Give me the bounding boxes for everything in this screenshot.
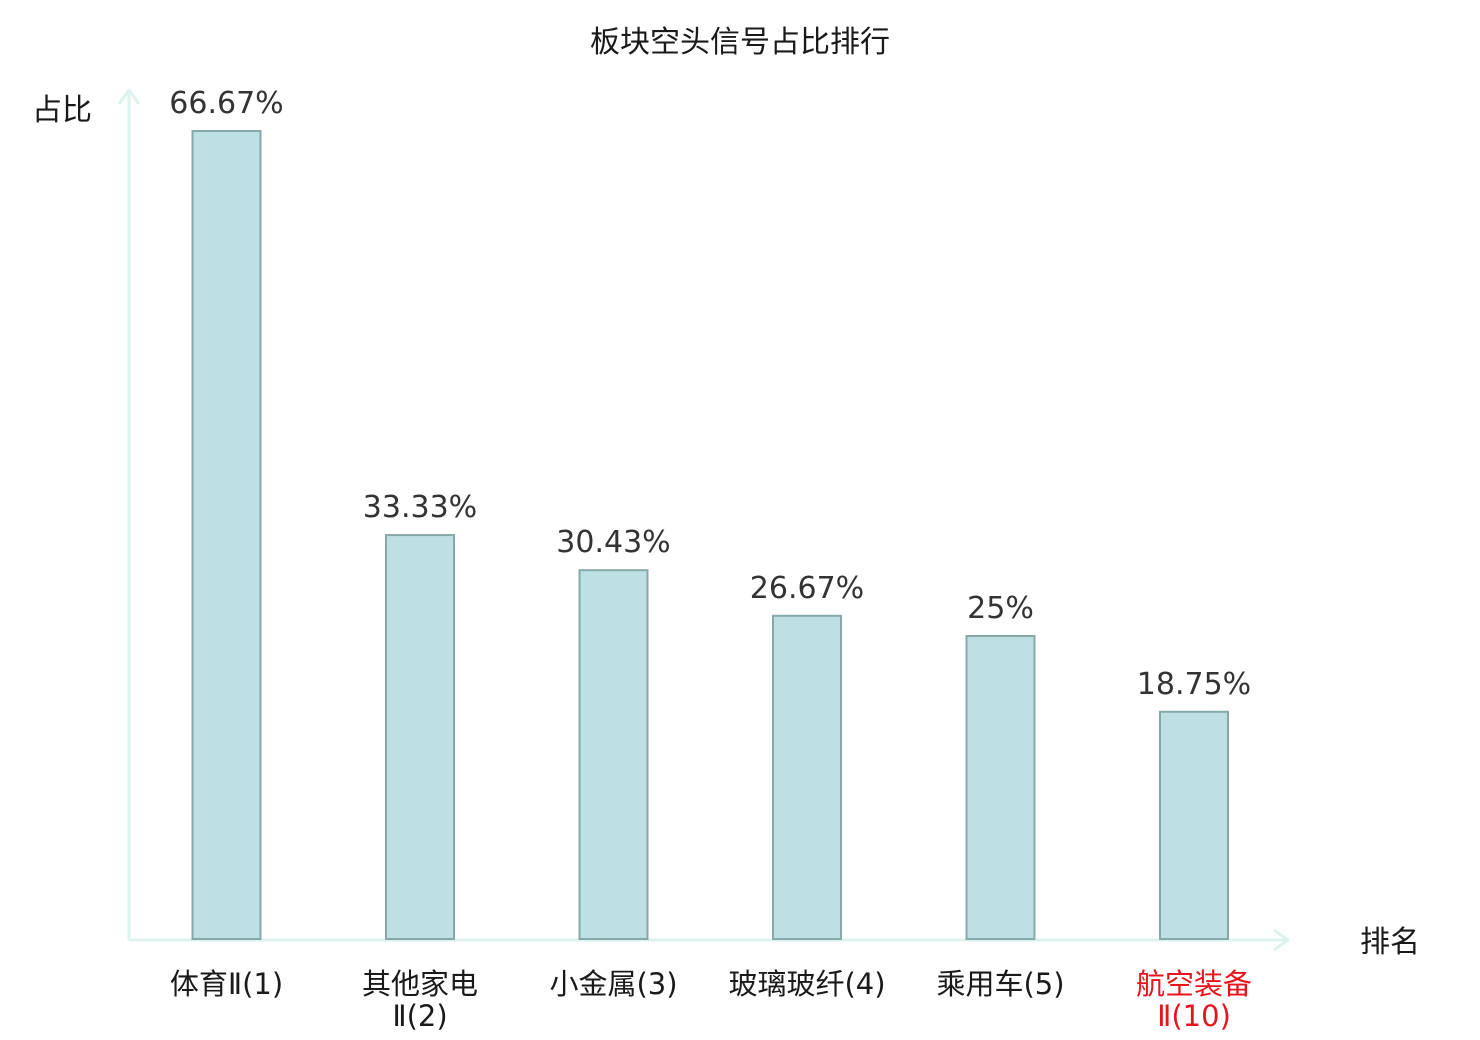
category-label: 玻璃玻纤(4) (728, 967, 885, 1001)
bar (578, 569, 649, 940)
value-label: 33.33% (363, 490, 477, 525)
category-label: 体育Ⅱ(1) (170, 967, 283, 1001)
category-label: 其他家电 (362, 967, 478, 1001)
x-axis-label: 排名 (1360, 925, 1420, 960)
value-labels-group: 66.67% 33.33% 30.43% 26.67% 25% 18.75% (169, 86, 1251, 702)
value-label: 26.67% (750, 571, 864, 606)
bar (772, 614, 842, 940)
x-axis (129, 928, 1290, 952)
category-label: 乘用车(5) (936, 967, 1064, 1001)
value-label: 25% (967, 591, 1034, 626)
y-axis-label: 占比 (32, 93, 92, 128)
bar (385, 534, 455, 940)
category-label: 小金属(3) (549, 967, 677, 1001)
category-label: Ⅱ(2) (392, 999, 447, 1033)
value-label: 30.43% (556, 525, 670, 560)
category-label: 航空装备 (1136, 967, 1252, 1001)
y-axis (117, 88, 141, 940)
chart-title: 板块空头信号占比排行 (590, 25, 890, 60)
category-label: Ⅱ(10) (1157, 999, 1231, 1033)
value-label: 66.67% (169, 86, 283, 121)
bar (191, 130, 262, 940)
bar (1159, 710, 1229, 940)
bars-group (191, 130, 1229, 940)
value-label: 18.75% (1137, 667, 1251, 702)
bar (965, 635, 1036, 940)
